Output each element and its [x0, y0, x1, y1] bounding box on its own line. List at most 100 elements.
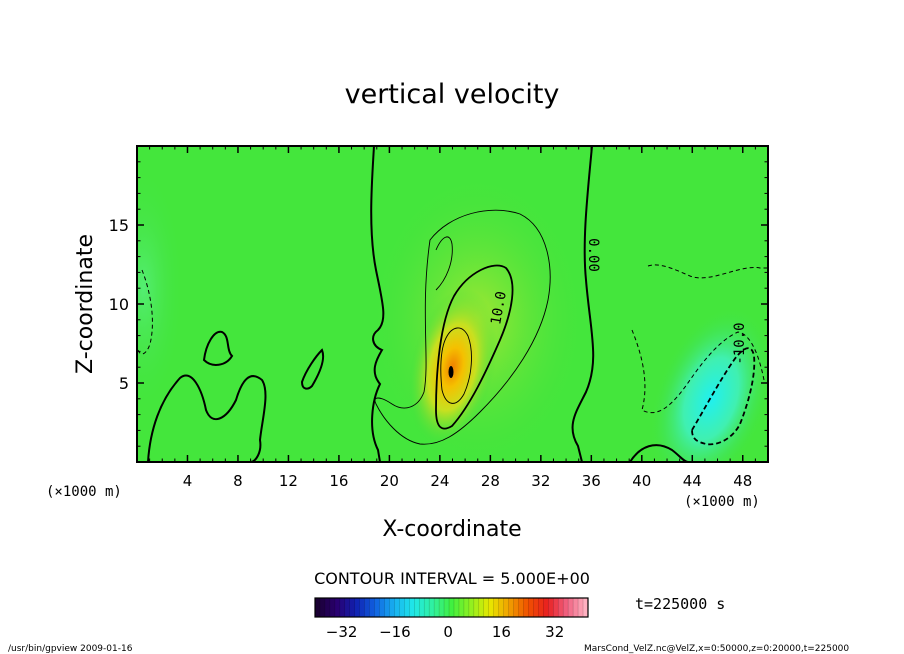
contour-labels: 0.00 10.0 -10.0 [488, 238, 748, 364]
colorbar-swatch [538, 598, 544, 617]
colorbar-swatch [384, 598, 390, 617]
contour-plus-5 [374, 209, 551, 445]
colorbar-frame [314, 597, 589, 618]
contour-label: 0.00 [585, 238, 601, 272]
zero-contour-blob-3 [300, 348, 324, 390]
colorbar-swatch [523, 598, 529, 617]
zero-contour-blob-2 [202, 330, 234, 366]
downdraft-core [650, 307, 768, 462]
colorbar-swatch [344, 598, 351, 617]
colorbar-swatch [553, 598, 559, 617]
colorbar-tick-label: −16 [379, 623, 411, 641]
colorbar-swatch [508, 598, 514, 617]
contour-minus-5-right [647, 264, 768, 279]
colorbar-swatch [449, 598, 455, 617]
colorbar-swatch [324, 598, 331, 617]
y-tick-label: 15 [109, 216, 129, 235]
chart-title: vertical velocity [345, 79, 560, 110]
colorbar-swatch [339, 598, 346, 617]
colorbar-swatch [528, 598, 534, 617]
zero-contour-right-lobe [629, 444, 689, 462]
colorbar-swatch [473, 598, 480, 617]
colorbar-swatch [319, 598, 326, 617]
colorbar-ticks: −32 −16 0 16 32 [326, 623, 564, 641]
contour-label: -10.0 [732, 322, 748, 364]
colorbar-swatch [329, 598, 336, 617]
footer-left: /usr/bin/gpview 2009-01-16 [8, 644, 133, 654]
colorbar-swatch [334, 598, 341, 617]
x-tick-label: 28 [481, 472, 500, 490]
contour-plus-15 [440, 327, 472, 404]
colorbar-swatch [419, 598, 425, 617]
contour-minus-10-right [691, 347, 756, 446]
colorbar-swatch [488, 598, 494, 617]
colorbar-swatch [414, 598, 420, 617]
x-tick-label: 44 [683, 472, 702, 490]
colorbar-swatch [483, 598, 490, 617]
colorbar-swatch [568, 598, 574, 617]
colorbar-swatch [364, 598, 370, 617]
y-tick-label: 5 [119, 374, 129, 393]
colorbar-swatch [573, 598, 579, 617]
colorbar-swatch [315, 598, 321, 617]
footer-right: MarsCond_VelZ.nc@VelZ,x=0:50000,z=0:2000… [584, 644, 849, 654]
colorbar-swatch [578, 598, 584, 617]
colorbar-swatch [543, 598, 549, 617]
colorbar-swatch [389, 598, 395, 617]
colorbar-swatch [359, 598, 365, 617]
colorbar-swatch [424, 598, 430, 617]
colorbar [314, 597, 589, 618]
colorbar-tick-label: 16 [492, 623, 511, 641]
colorbar-swatch [548, 598, 554, 617]
colorbar-swatch [493, 598, 499, 617]
colorbar-swatch [503, 598, 509, 617]
contour-label: 10.0 [488, 290, 510, 326]
colorbar-swatch [404, 598, 410, 617]
colorbar-swatch [518, 598, 524, 617]
colorbar-swatch [399, 598, 405, 617]
colorbar-swatch [379, 598, 385, 617]
contour-peak [448, 366, 454, 378]
x-tick-label: 20 [380, 472, 399, 490]
x-tick-label: 4 [183, 472, 193, 490]
colorbar-swatch [463, 598, 470, 617]
y-axis-ticks: 5 10 15 [109, 161, 768, 447]
x-axis-ticks: 4 8 12 16 20 24 28 32 36 40 44 48 [149, 146, 756, 490]
colorbar-swatch [453, 598, 460, 617]
colorbar-swatch [498, 598, 504, 617]
colorbar-swatch [374, 598, 380, 617]
contour-interval-text: CONTOUR INTERVAL = 5.000E+00 [314, 569, 590, 588]
colorbar-swatch [478, 598, 485, 617]
zero-contour-left-blob [147, 374, 267, 462]
y-axis-label: Z-coordinate [73, 234, 98, 374]
colorbar-tick-label: −32 [326, 623, 358, 641]
left-weak-downdraft [137, 168, 184, 409]
colorbar-swatch [369, 598, 375, 617]
x-tick-label: 36 [582, 472, 601, 490]
x-tick-label: 32 [531, 472, 550, 490]
colorbar-swatch [349, 598, 356, 617]
colorbar-tick-label: 0 [443, 623, 453, 641]
x-tick-label: 48 [733, 472, 752, 490]
x-tick-label: 24 [430, 472, 449, 490]
colorbar-swatch [354, 598, 360, 617]
contour-minus-5-right-b [631, 329, 765, 414]
colorbar-swatch [434, 598, 440, 617]
colorbar-swatch [563, 598, 569, 617]
x-unit-left: (×1000 m) [46, 484, 122, 500]
colorbar-swatch [583, 598, 589, 617]
contour-plus-10 [435, 264, 514, 430]
colorbar-swatch [458, 598, 465, 617]
colorbar-swatch [394, 598, 400, 617]
colorbar-tick-label: 32 [545, 623, 564, 641]
x-unit-right: (×1000 m) [684, 494, 760, 510]
colorbar-swatch [444, 598, 450, 617]
x-axis-label: X-coordinate [382, 517, 521, 542]
x-tick-label: 16 [329, 472, 348, 490]
zero-contour-center-right [571, 146, 595, 462]
colorbar-swatch [558, 598, 564, 617]
y-tick-label: 10 [109, 295, 129, 314]
x-tick-label: 40 [632, 472, 651, 490]
contour-plus-5-tail [435, 236, 453, 291]
